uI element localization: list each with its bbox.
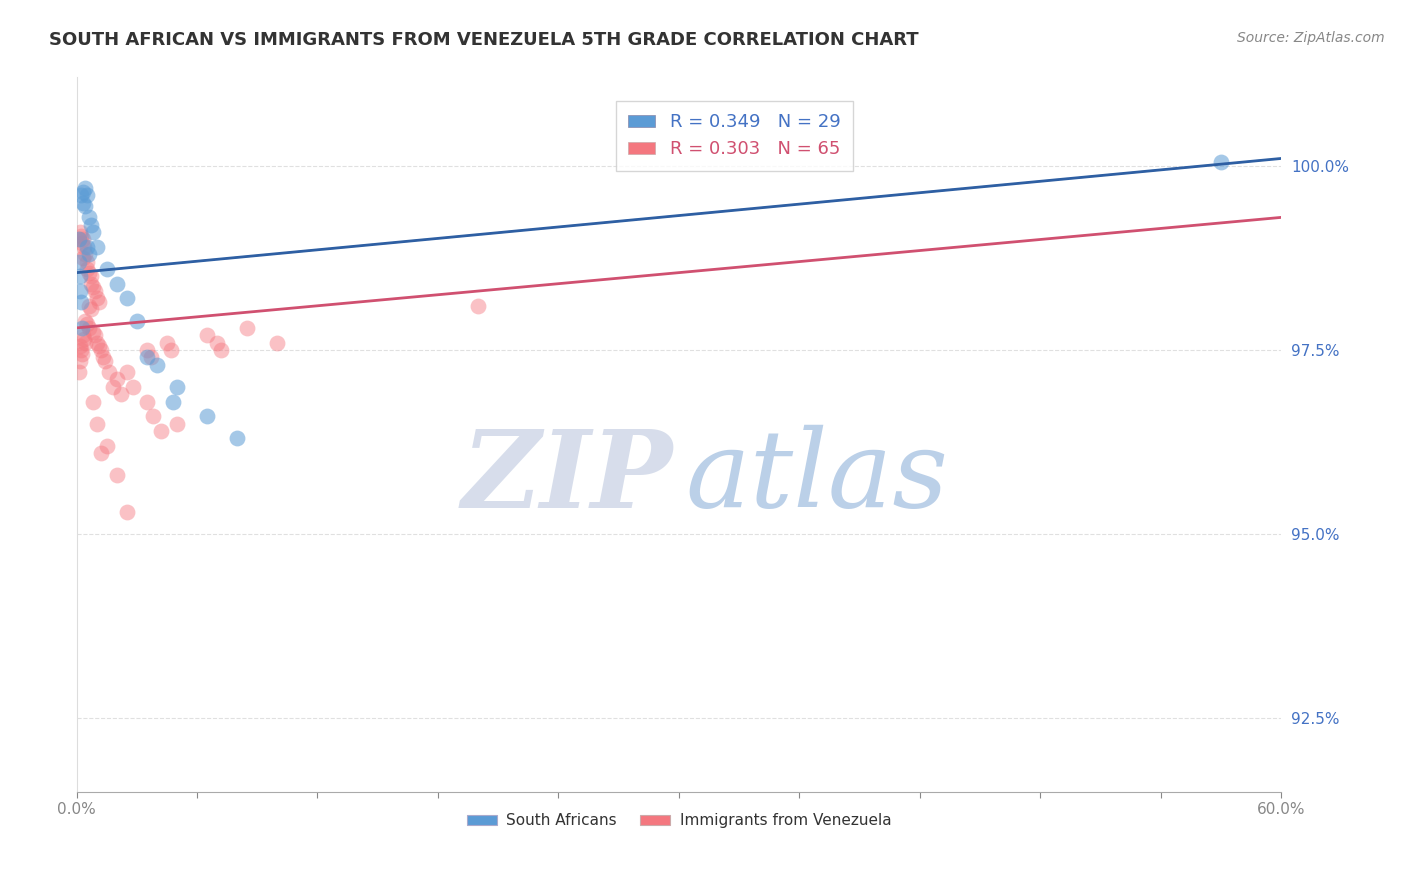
Point: [87, 339, 110, 353]
Point: [97, 365, 120, 379]
Point: [82, 394, 104, 409]
Point: [266, 335, 288, 350]
Point: [205, 335, 228, 350]
Point: [69, 295, 91, 310]
Point: [82, 225, 104, 239]
Point: [115, 365, 138, 379]
Point: [79, 218, 101, 232]
Point: [70, 236, 93, 251]
Point: [209, 343, 232, 357]
Point: [77, 247, 100, 261]
Point: [72, 332, 94, 346]
Point: [90, 343, 112, 357]
Point: [69, 343, 91, 357]
Point: [69, 225, 91, 239]
Point: [77, 266, 100, 280]
Point: [135, 351, 157, 365]
Text: SOUTH AFRICAN VS IMMIGRANTS FROM VENEZUELA 5TH GRADE CORRELATION CHART: SOUTH AFRICAN VS IMMIGRANTS FROM VENEZUE…: [49, 31, 920, 49]
Point: [121, 380, 143, 394]
Point: [93, 354, 115, 368]
Point: [79, 269, 101, 284]
Point: [101, 380, 124, 394]
Point: [83, 328, 105, 343]
Point: [76, 254, 98, 268]
Point: [115, 505, 138, 519]
Point: [69, 188, 91, 202]
Point: [105, 277, 128, 291]
Point: [67, 232, 90, 246]
Point: [77, 299, 100, 313]
Point: [115, 292, 138, 306]
Point: [69, 339, 91, 353]
Point: [86, 292, 108, 306]
Point: [77, 211, 100, 225]
Point: [82, 280, 104, 294]
Point: [135, 394, 157, 409]
Point: [156, 335, 179, 350]
Point: [76, 188, 98, 202]
Point: [72, 251, 94, 265]
Point: [96, 439, 118, 453]
Point: [146, 358, 169, 372]
Legend: South Africans, Immigrants from Venezuela: South Africans, Immigrants from Venezuel…: [460, 807, 897, 834]
Point: [166, 417, 188, 431]
Text: ZIP: ZIP: [461, 425, 673, 531]
Text: atlas: atlas: [685, 425, 948, 530]
Point: [139, 351, 162, 365]
Point: [73, 181, 96, 195]
Point: [195, 328, 218, 343]
Point: [72, 185, 94, 199]
Text: Source: ZipAtlas.com: Source: ZipAtlas.com: [1237, 31, 1385, 45]
Point: [149, 424, 172, 438]
Point: [69, 228, 91, 243]
Point: [467, 299, 489, 313]
Point: [72, 232, 94, 246]
Point: [73, 247, 96, 261]
Point: [125, 313, 148, 327]
Point: [96, 262, 118, 277]
Point: [83, 284, 105, 298]
Point: [70, 321, 93, 335]
Point: [110, 387, 132, 401]
Point: [226, 431, 249, 445]
Point: [236, 321, 259, 335]
Point: [72, 240, 94, 254]
Point: [135, 343, 157, 357]
Point: [162, 394, 184, 409]
Point: [76, 240, 98, 254]
Point: [105, 468, 128, 483]
Point: [86, 335, 108, 350]
Point: [73, 335, 96, 350]
Point: [79, 302, 101, 317]
Point: [76, 262, 98, 277]
Point: [105, 372, 128, 386]
Point: [166, 380, 188, 394]
Point: [67, 232, 90, 246]
Point: [72, 328, 94, 343]
Point: [72, 195, 94, 210]
Point: [73, 313, 96, 327]
Point: [67, 365, 90, 379]
Point: [69, 269, 91, 284]
Point: [90, 446, 112, 460]
Point: [86, 240, 108, 254]
Point: [86, 417, 108, 431]
Point: [67, 254, 90, 268]
Point: [76, 317, 98, 331]
Point: [195, 409, 218, 424]
Point: [1209, 155, 1232, 169]
Point: [79, 277, 101, 291]
Point: [91, 351, 114, 365]
Point: [87, 295, 110, 310]
Point: [160, 343, 183, 357]
Point: [82, 325, 104, 339]
Point: [69, 354, 91, 368]
Point: [142, 409, 165, 424]
Point: [77, 321, 100, 335]
Point: [70, 346, 93, 360]
Point: [73, 199, 96, 213]
Point: [69, 284, 91, 298]
